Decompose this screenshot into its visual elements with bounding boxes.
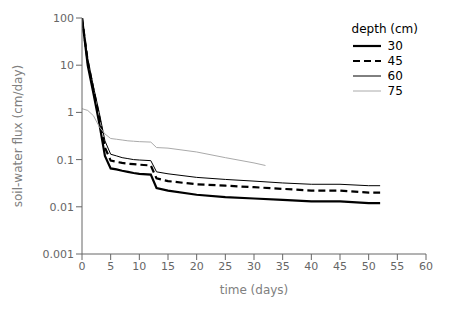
- svg-text:5: 5: [107, 260, 114, 273]
- svg-text:soil-water flux (cm/day): soil-water flux (cm/day): [11, 65, 25, 207]
- svg-text:100: 100: [53, 12, 74, 25]
- svg-text:55: 55: [390, 260, 404, 273]
- svg-text:10: 10: [132, 260, 146, 273]
- svg-text:30: 30: [247, 260, 261, 273]
- html-text:depth (cm): depth (cm): [351, 22, 418, 36]
- svg-text:0: 0: [79, 260, 86, 273]
- html-text:45: 45: [387, 53, 403, 68]
- svg-text:1: 1: [67, 106, 74, 119]
- html-text:75: 75: [387, 83, 403, 98]
- svg-text:10: 10: [60, 59, 74, 72]
- svg-text:15: 15: [161, 260, 175, 273]
- svg-text:50: 50: [362, 260, 376, 273]
- svg-text:0.001: 0.001: [43, 248, 75, 261]
- svg-text:20: 20: [190, 260, 204, 273]
- svg-text:25: 25: [218, 260, 232, 273]
- html-text:60: 60: [387, 68, 403, 83]
- svg-text:35: 35: [276, 260, 290, 273]
- svg-text:time (days): time (days): [220, 283, 289, 297]
- svg-text:45: 45: [333, 260, 347, 273]
- html-text:30: 30: [387, 38, 403, 53]
- svg-text:60: 60: [419, 260, 433, 273]
- svg-text:0.1: 0.1: [57, 154, 75, 167]
- svg-text:0.01: 0.01: [50, 201, 75, 214]
- svg-text:40: 40: [304, 260, 318, 273]
